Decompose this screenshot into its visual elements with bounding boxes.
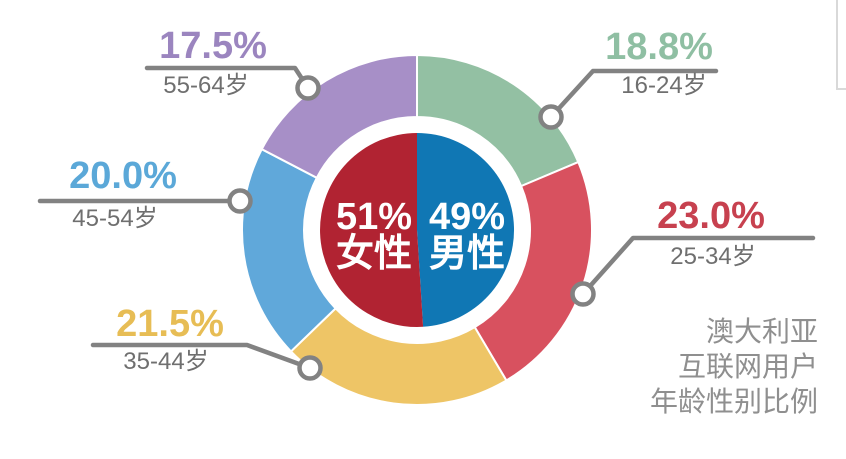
callout-age-25-34: 25-34岁 bbox=[670, 243, 756, 270]
female-name: 女性 bbox=[335, 233, 412, 275]
callout-age-45-54: 45-54岁 bbox=[72, 205, 158, 232]
leader-line-age-35-44 bbox=[90, 342, 313, 371]
leader-line-age-16-24 bbox=[548, 68, 719, 120]
callout-age-55-64: 55-64岁 bbox=[163, 72, 249, 99]
connector-dot-age-25-34 bbox=[570, 281, 596, 307]
window-edge-artifact bbox=[836, 0, 846, 90]
callout-pct-35-44: 21.5% bbox=[116, 303, 224, 345]
center-label-male: 49% 男性 bbox=[428, 196, 506, 275]
callout-age-16-24: 16-24岁 bbox=[621, 72, 707, 99]
male-name: 男性 bbox=[428, 233, 505, 275]
pie-segment-female bbox=[320, 133, 424, 327]
center-label-female: 51% 女性 bbox=[335, 196, 413, 275]
connector-dot-age-35-44 bbox=[297, 355, 323, 381]
donut-segment-age-45-54 bbox=[241, 147, 338, 353]
chart-caption: 澳大利亚 互联网用户 年龄性别比例 bbox=[650, 314, 818, 419]
caption-line-1: 澳大利亚 bbox=[705, 316, 818, 347]
caption-line-2: 互联网用户 bbox=[677, 351, 818, 382]
male-pct: 49% bbox=[428, 196, 506, 238]
callout-pct-55-64: 17.5% bbox=[159, 25, 267, 67]
connector-dot-age-16-24 bbox=[538, 104, 564, 130]
female-pct: 51% bbox=[335, 196, 413, 238]
callout-pct-25-34: 23.0% bbox=[657, 195, 765, 237]
callout-age-35-44: 35-44岁 bbox=[123, 348, 209, 375]
leader-line-age-25-34 bbox=[580, 235, 816, 297]
pie-segment-male bbox=[417, 133, 515, 327]
donut-segment-age-55-64 bbox=[260, 53, 418, 180]
caption-line-3: 年龄性别比例 bbox=[649, 386, 818, 417]
callout-pct-45-54: 20.0% bbox=[69, 155, 177, 197]
connector-dot-age-45-54 bbox=[227, 188, 253, 214]
connector-dot-age-55-64 bbox=[295, 75, 321, 101]
callout-pct-16-24: 18.8% bbox=[605, 26, 713, 68]
